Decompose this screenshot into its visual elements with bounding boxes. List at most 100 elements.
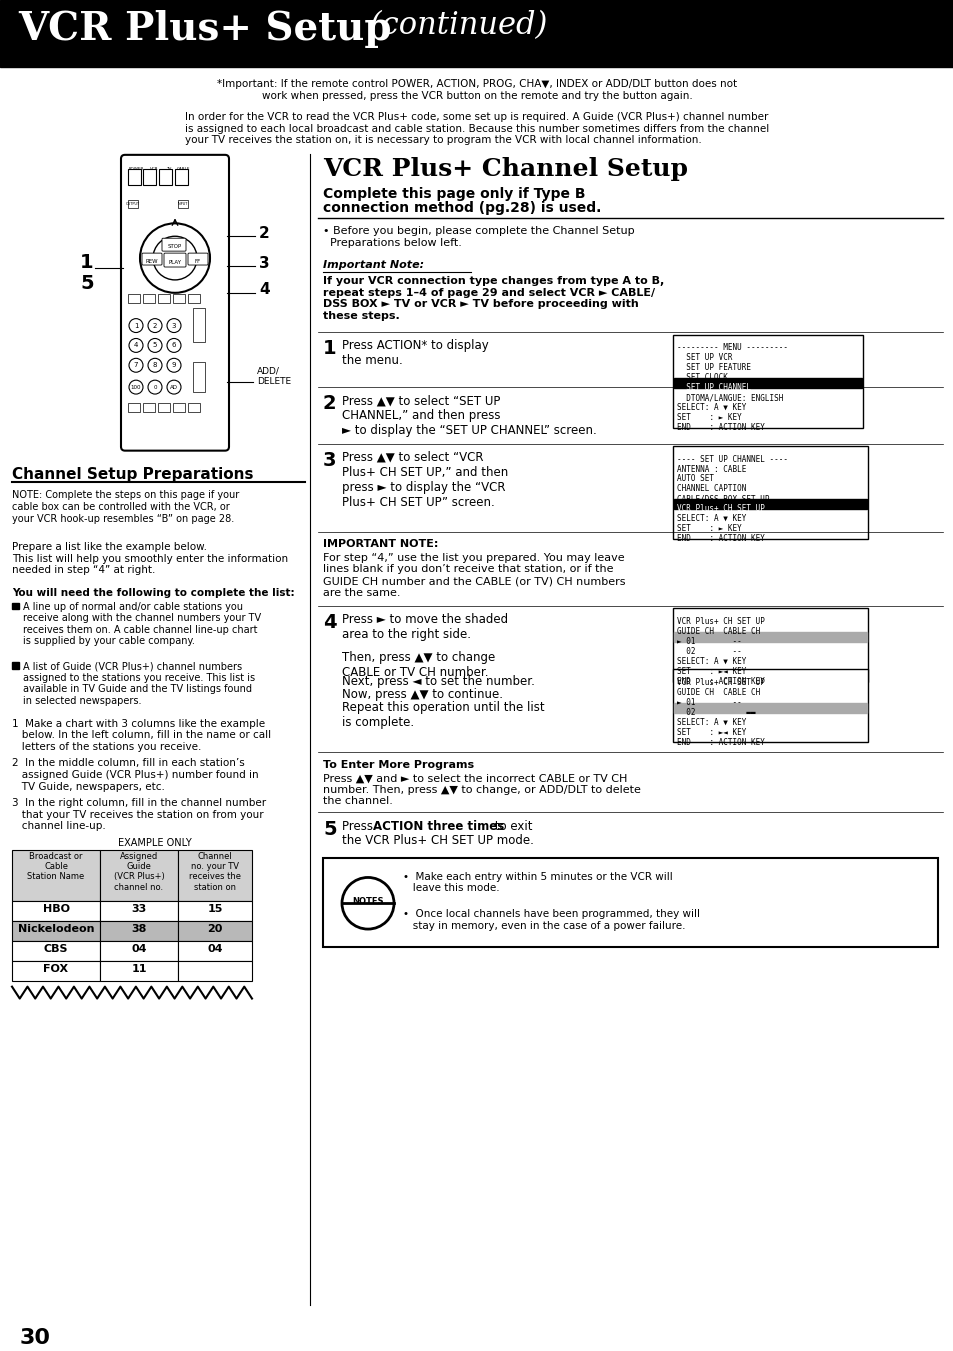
Text: 2: 2 [152, 323, 157, 328]
Bar [172, 293, 185, 303]
Text: 2: 2 [258, 226, 270, 240]
Text: Press ▲▼ and ► to select the incorrect CABLE or TV CH
number. Then, press ▲▼ to : Press ▲▼ and ► to select the incorrect C… [323, 773, 640, 807]
Text: Press ▲▼ to select “SET UP
CHANNEL,” and then press
► to display the “SET UP CHA: Press ▲▼ to select “SET UP CHANNEL,” and… [341, 394, 597, 438]
Text: SET UP VCR: SET UP VCR [677, 354, 732, 362]
Bar [172, 403, 185, 412]
FancyBboxPatch shape [164, 253, 186, 267]
Text: 1: 1 [133, 323, 138, 328]
Text: VCR Plus+ CH SET UP: VCR Plus+ CH SET UP [677, 678, 764, 686]
Text: AD: AD [170, 385, 178, 389]
Text: SET    : ► KEY: SET : ► KEY [677, 524, 741, 534]
Bar [100, 921, 178, 942]
FancyBboxPatch shape [162, 238, 186, 251]
Text: ► 01        --: ► 01 -- [677, 698, 741, 707]
Text: VCR Plus+ CH SET UP: VCR Plus+ CH SET UP [677, 617, 764, 627]
Text: 3: 3 [258, 255, 270, 270]
Text: GUIDE CH  CABLE CH: GUIDE CH CABLE CH [677, 627, 760, 636]
Bar [188, 293, 200, 303]
Text: Channel
no. your TV
receives the
station on: Channel no. your TV receives the station… [189, 851, 241, 892]
FancyBboxPatch shape [121, 155, 229, 451]
Text: *Important: If the remote control POWER, ACTION, PROG, CHA▼, INDEX or ADD/DLT bu: *Important: If the remote control POWER,… [216, 80, 737, 101]
Bar [100, 901, 178, 921]
Text: STOP: STOP [168, 245, 182, 249]
Bar [673, 703, 866, 713]
Bar [672, 669, 867, 743]
Bar [100, 942, 178, 961]
Text: END    : ACTION KEY: END : ACTION KEY [677, 677, 764, 686]
Text: 2: 2 [323, 394, 336, 413]
Bar [12, 603, 19, 609]
Bar [12, 961, 100, 981]
Text: 02        --: 02 -- [677, 647, 741, 657]
Text: SELECT: A ▼ KEY: SELECT: A ▼ KEY [677, 657, 745, 666]
Text: 30: 30 [20, 1328, 51, 1348]
Text: If your VCR connection type changes from type A to B,
repeat steps 1–4 of page 2: If your VCR connection type changes from… [323, 276, 663, 320]
Text: ADD/
DELETE: ADD/ DELETE [256, 366, 291, 386]
Text: VCR Plus+ CH SET UP: VCR Plus+ CH SET UP [677, 504, 764, 513]
Text: Complete this page only if Type B: Complete this page only if Type B [323, 186, 585, 200]
Text: GUIDE CH  CABLE CH: GUIDE CH CABLE CH [677, 688, 760, 697]
Bar [178, 901, 252, 921]
Text: •  Make each entry within 5 minutes or the VCR will
   leave this mode.: • Make each entry within 5 minutes or th… [402, 871, 672, 893]
Text: 1: 1 [323, 339, 336, 358]
Bar [158, 403, 170, 412]
Bar [178, 921, 252, 942]
Bar [193, 308, 205, 342]
Text: HBO: HBO [43, 904, 70, 915]
Text: For step “4,” use the list you prepared. You may leave
lines blank if you don’t : For step “4,” use the list you prepared.… [323, 553, 625, 597]
Text: FOX: FOX [44, 963, 69, 974]
Text: IMPORTANT NOTE:: IMPORTANT NOTE: [323, 539, 438, 549]
Text: To Enter More Programs: To Enter More Programs [323, 761, 474, 770]
Text: 11: 11 [132, 963, 147, 974]
Bar [672, 608, 867, 682]
Text: •  Once local channels have been programmed, they will
   stay in memory, even i: • Once local channels have been programm… [402, 909, 700, 931]
Text: 3: 3 [323, 451, 336, 470]
Text: 9: 9 [172, 362, 176, 369]
Bar [128, 403, 140, 412]
Text: Channel Setup Preparations: Channel Setup Preparations [12, 466, 253, 481]
Bar [188, 403, 200, 412]
Text: CHANNEL CAPTION: CHANNEL CAPTION [677, 485, 745, 493]
Text: VCR Plus+ Channel Setup: VCR Plus+ Channel Setup [323, 157, 687, 181]
Text: SET UP CHANNEL: SET UP CHANNEL [677, 384, 750, 392]
Text: 8: 8 [152, 362, 157, 369]
Text: REW: REW [146, 259, 158, 263]
Text: (continued): (continued) [359, 9, 547, 41]
Text: 5: 5 [152, 342, 157, 349]
Bar [143, 403, 154, 412]
Text: Assigned
Guide
(VCR Plus+)
channel no.: Assigned Guide (VCR Plus+) channel no. [113, 851, 164, 892]
Text: Prepare a list like the example below.
This list will help you smoothly enter th: Prepare a list like the example below. T… [12, 542, 288, 576]
Text: 20: 20 [207, 924, 222, 934]
Text: You will need the following to complete the list:: You will need the following to complete … [12, 588, 294, 597]
Text: the VCR Plus+ CH SET UP mode.: the VCR Plus+ CH SET UP mode. [341, 834, 534, 847]
Text: SELECT: A ▼ KEY: SELECT: A ▼ KEY [677, 717, 745, 727]
Bar [672, 335, 862, 428]
Text: 6: 6 [172, 342, 176, 349]
Text: ---- SET UP CHANNEL ----: ---- SET UP CHANNEL ---- [677, 455, 787, 463]
Text: 0: 0 [153, 385, 156, 389]
Bar [178, 200, 188, 208]
Bar [12, 921, 100, 942]
Text: PLAY: PLAY [169, 259, 181, 265]
Bar [128, 169, 141, 185]
Bar [673, 500, 866, 509]
Text: 3: 3 [172, 323, 176, 328]
Bar [178, 850, 252, 901]
Text: VCR Plus+ Setup: VCR Plus+ Setup [18, 9, 391, 47]
Text: Now, press ▲▼ to continue.: Now, press ▲▼ to continue. [341, 688, 502, 701]
Bar [178, 961, 252, 981]
Text: 4: 4 [323, 613, 336, 632]
Text: 100: 100 [131, 385, 141, 389]
Text: Broadcast or
Cable
Station Name: Broadcast or Cable Station Name [28, 851, 85, 881]
Text: Press ACTION* to display
the menu.: Press ACTION* to display the menu. [341, 339, 488, 367]
Text: In order for the VCR to read the VCR Plus+ code, some set up is required. A Guid: In order for the VCR to read the VCR Plu… [185, 112, 768, 146]
Bar [0, 0, 953, 68]
Text: Press ▲▼ to select “VCR
Plus+ CH SET UP,” and then
press ► to display the “VCR
P: Press ▲▼ to select “VCR Plus+ CH SET UP,… [341, 451, 508, 508]
Text: CBS: CBS [44, 944, 69, 954]
Bar [178, 942, 252, 961]
Text: ANTENNA : CABLE: ANTENNA : CABLE [677, 465, 745, 474]
Text: 1: 1 [80, 253, 93, 272]
Bar [143, 293, 154, 303]
Text: VCR: VCR [150, 166, 158, 170]
Text: 38: 38 [132, 924, 147, 934]
